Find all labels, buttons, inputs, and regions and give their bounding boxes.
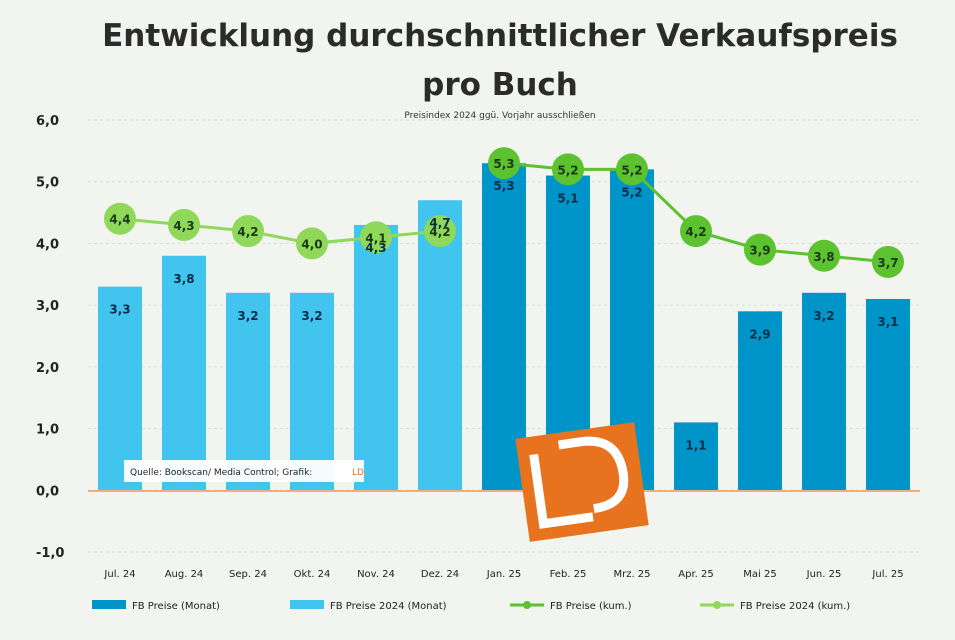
bar <box>98 286 142 491</box>
bar <box>162 255 206 491</box>
x-tick-label: Aug. 24 <box>165 569 204 580</box>
x-tick-label: Jul. 24 <box>103 569 135 580</box>
bar-data-label: 3,2 <box>301 309 322 323</box>
y-tick-label: 0,0 <box>36 484 59 499</box>
ld-logo <box>515 422 649 542</box>
line-data-label: 4,2 <box>685 225 706 239</box>
line-point <box>744 233 776 266</box>
line-data-label: 5,3 <box>493 157 514 171</box>
bar-data-label: 3,1 <box>877 315 898 329</box>
y-tick-label: 2,0 <box>36 361 59 376</box>
y-axis-ticks: -1,0 0,0 1,0 2,0 3,0 4,0 5,0 6,0 <box>36 114 64 561</box>
legend-swatch <box>290 600 324 609</box>
x-tick-label: Feb. 25 <box>550 569 587 580</box>
line-point <box>616 153 648 186</box>
source-brand: LD <box>352 468 364 478</box>
legend-marker <box>523 601 531 609</box>
chart-subtitle: Preisindex 2024 ggü. Vorjahr ausschließe… <box>404 111 595 121</box>
line-point <box>488 147 520 180</box>
bar-data-label: 3,8 <box>173 272 194 286</box>
x-tick-label: Mrz. 25 <box>613 569 650 580</box>
y-tick-label: 4,0 <box>36 237 59 252</box>
x-tick-label: Dez. 24 <box>421 569 459 580</box>
legend-label: FB Preise 2024 (kum.) <box>740 601 850 612</box>
line-data-label: 4,1 <box>365 231 386 245</box>
bar-data-label: 4,3 <box>365 241 386 255</box>
bar-data-label: 2,9 <box>749 327 770 341</box>
line-data-label: 5,2 <box>621 163 642 177</box>
line-data-label: 4,3 <box>173 219 194 233</box>
x-tick-label: Apr. 25 <box>678 569 713 580</box>
x-tick-label: Jun. 25 <box>806 569 842 580</box>
y-tick-label: 3,0 <box>36 299 59 314</box>
line-point <box>872 245 904 278</box>
x-tick-label: Jul. 25 <box>871 569 903 580</box>
line-point <box>168 208 200 241</box>
line-data-label: 4,4 <box>109 213 130 227</box>
chart-title-line2: pro Buch <box>422 67 578 103</box>
line-point <box>296 227 328 260</box>
bar-data-label: 5,2 <box>621 185 642 199</box>
source-note: Quelle: Bookscan/ Media Control; Grafik:… <box>124 460 364 482</box>
legend-swatch <box>92 600 126 609</box>
bar-data-label: 3,2 <box>237 309 258 323</box>
y-tick-label: -1,0 <box>36 546 64 561</box>
line-data-label: 3,7 <box>877 256 898 270</box>
line-data-label: 3,8 <box>813 250 834 264</box>
line-data-label: 5,2 <box>557 163 578 177</box>
line-point <box>552 153 584 186</box>
bar-data-label: 5,1 <box>557 192 578 206</box>
legend-label: FB Preise 2024 (Monat) <box>330 601 447 612</box>
bar-data-label: 5,3 <box>493 179 514 193</box>
x-tick-label: Okt. 24 <box>294 569 331 580</box>
bar <box>290 292 334 491</box>
bar-data-label: 3,2 <box>813 309 834 323</box>
line-point <box>808 239 840 272</box>
line-data-label: 3,9 <box>749 244 770 258</box>
x-tick-label: Jan. 25 <box>486 569 522 580</box>
line-data-label: 4,0 <box>301 237 322 251</box>
x-tick-label: Nov. 24 <box>357 569 395 580</box>
line-point <box>680 215 712 248</box>
bars <box>98 163 910 491</box>
x-tick-label: Sep. 24 <box>229 569 267 580</box>
bar <box>738 311 782 491</box>
bar <box>418 200 462 491</box>
y-tick-label: 5,0 <box>36 176 59 191</box>
line-point <box>104 202 136 235</box>
bar <box>482 163 526 491</box>
line-point <box>424 215 456 248</box>
bar-data-label: 4,7 <box>429 216 450 230</box>
line-data-label: 4,2 <box>237 225 258 239</box>
y-tick-label: 1,0 <box>36 423 59 438</box>
x-tick-label: Mai 25 <box>743 569 776 580</box>
data-labels: 5,3 5,1 5,2 1,1 2,9 3,2 3,1 3,3 3,8 3,2 3,2 4,3 4,7 5… <box>109 157 898 452</box>
bar <box>354 224 398 491</box>
bar-data-label: 3,3 <box>109 303 130 317</box>
legend: FB Preise (Monat) FB Preise 2024 (Monat) F… <box>92 600 850 612</box>
y-tick-label: 6,0 <box>36 114 59 129</box>
bar <box>674 422 718 491</box>
legend-label: FB Preise (Monat) <box>132 601 220 612</box>
legend-label: FB Preise (kum.) <box>550 601 632 612</box>
lines <box>104 147 904 278</box>
line-data-label: 4,2 <box>429 225 450 239</box>
line-point <box>232 215 264 248</box>
bar <box>866 298 910 491</box>
bar <box>226 292 270 491</box>
x-axis-ticks: Jul. 24 Aug. 24 Sep. 24 Okt. 24 Nov. 24 Dez. … <box>103 569 903 580</box>
source-text: Quelle: Bookscan/ Media Control; Grafik: <box>130 468 312 478</box>
bar-data-label: 1,1 <box>685 438 706 452</box>
legend-marker <box>713 601 721 609</box>
chart-title: Entwicklung durchschnittlicher Verkaufsp… <box>102 18 898 54</box>
bar <box>802 292 846 491</box>
line-point <box>360 221 392 254</box>
